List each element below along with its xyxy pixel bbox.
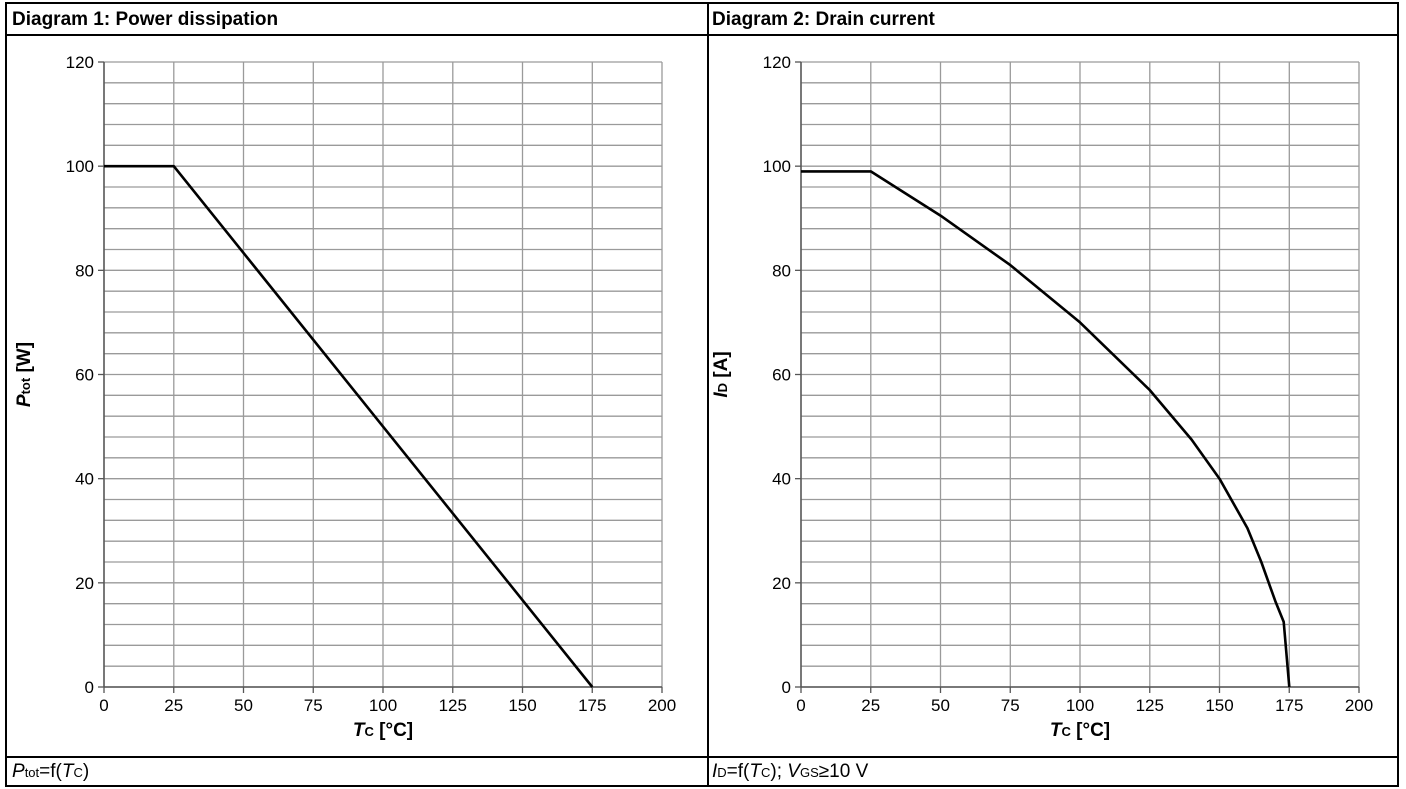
x-tick-label: 50	[931, 696, 950, 715]
y-tick-label: 80	[772, 261, 791, 280]
x-tick-label: 100	[369, 696, 397, 715]
x-tick-label: 125	[439, 696, 467, 715]
y-tick-label: 120	[763, 53, 791, 72]
x-tick-label: 25	[861, 696, 880, 715]
x-tick-label: 75	[1001, 696, 1020, 715]
right-panel-title: Diagram 2: Drain current	[712, 9, 935, 30]
y-tick-label: 120	[66, 53, 94, 72]
x-axis-label: TC [°C]	[1050, 720, 1110, 741]
x-tick-label: 25	[164, 696, 183, 715]
x-tick-label: 0	[796, 696, 805, 715]
x-tick-label: 0	[99, 696, 108, 715]
y-tick-label: 40	[75, 470, 94, 489]
right-panel-caption: ID=f(TC); VGS≥10 V	[712, 761, 869, 782]
y-tick-label: 0	[782, 678, 791, 697]
left-panel-caption: Ptot=f(TC)	[12, 761, 90, 782]
y-tick-label: 100	[66, 157, 94, 176]
x-tick-label: 150	[508, 696, 536, 715]
x-tick-label: 175	[1275, 696, 1303, 715]
y-axis-label: Ptot [W]	[14, 342, 35, 407]
y-tick-label: 60	[75, 366, 94, 385]
series-line	[801, 170, 1291, 688]
y-tick-label: 20	[75, 574, 94, 593]
y-tick-label: 60	[772, 366, 791, 385]
x-tick-label: 75	[304, 696, 323, 715]
y-tick-label: 40	[772, 470, 791, 489]
y-tick-label: 20	[772, 574, 791, 593]
x-tick-label: 200	[648, 696, 676, 715]
y-tick-label: 100	[763, 157, 791, 176]
caption-divider	[7, 756, 1397, 758]
x-tick-label: 200	[1345, 696, 1373, 715]
x-tick-label: 175	[578, 696, 606, 715]
x-axis-label: TC [°C]	[353, 720, 413, 741]
x-tick-label: 125	[1136, 696, 1164, 715]
series-line	[104, 164, 594, 688]
x-tick-label: 100	[1066, 696, 1094, 715]
left-panel-title: Diagram 1: Power dissipation	[12, 9, 279, 30]
column-divider	[707, 4, 709, 785]
chart-1: 0 20 40 60 80 100 120 0 25 50 75 100 125 150 175 200 TC …	[14, 53, 676, 741]
chart-2: 0 20 40 60 80 100 120 0 25 50 75 100 125 150 175 200 TC …	[711, 53, 1373, 741]
y-tick-label: 0	[85, 678, 94, 697]
x-tick-label: 50	[234, 696, 253, 715]
y-tick-label: 80	[75, 261, 94, 280]
x-tick-label: 150	[1205, 696, 1233, 715]
datasheet-table: Diagram 1: Power dissipation Diagram 2: …	[5, 2, 1399, 787]
header-divider	[7, 34, 1397, 36]
y-axis-label: ID [A]	[711, 351, 732, 397]
